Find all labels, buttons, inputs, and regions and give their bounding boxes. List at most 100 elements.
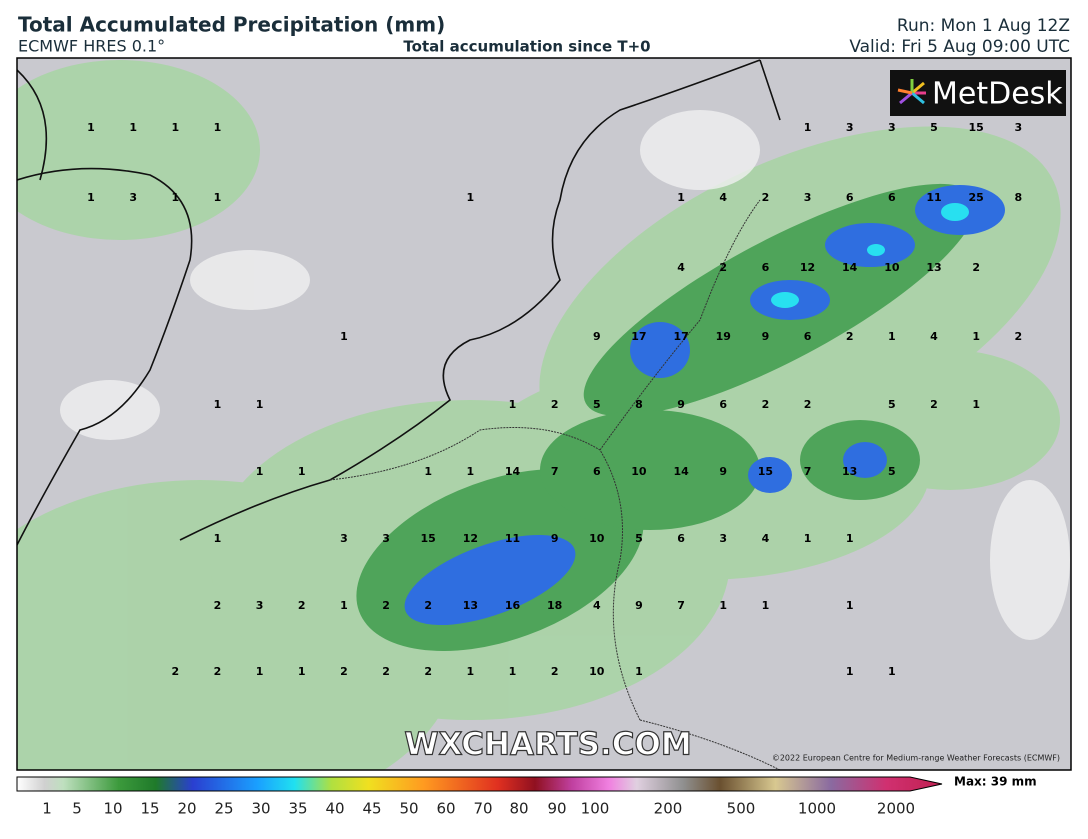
map-label: 19 [716, 330, 731, 343]
map-label: 12 [800, 261, 815, 274]
map-frame [16, 57, 1072, 771]
map-label: 1 [762, 599, 770, 612]
map-label: 7 [677, 599, 685, 612]
map-label: 1 [846, 532, 854, 545]
map-label: 1 [340, 599, 348, 612]
colorbar [16, 776, 943, 792]
map-label: 18 [547, 599, 562, 612]
colorbar-tick-label: 35 [288, 800, 307, 818]
map-label: 3 [382, 532, 390, 545]
map-label: 1 [804, 532, 812, 545]
map-label: 2 [551, 398, 559, 411]
colorbar-tick-label: 15 [140, 800, 159, 818]
map-label: 1 [467, 191, 475, 204]
map-label: 9 [677, 398, 685, 411]
map-label: 7 [551, 465, 559, 478]
colorbar-ticks: 1 5 10 15 20 25 30 35 40 45 50 60 70 80 90 100 200 500 100… [42, 800, 915, 818]
colorbar-tick-label: 30 [251, 800, 270, 818]
map-label: 8 [1014, 191, 1022, 204]
colorbar-tick-label: 1 [42, 800, 52, 818]
map-label: 4 [762, 532, 770, 545]
map [17, 58, 1071, 770]
map-label: 3 [129, 191, 137, 204]
colorbar-tick-label: 25 [214, 800, 233, 818]
colorbar-tick-label: 20 [177, 800, 196, 818]
map-label: 2 [762, 398, 770, 411]
colorbar-tick-label: 70 [473, 800, 492, 818]
map-label: 5 [593, 398, 601, 411]
map-label: 1 [87, 121, 95, 134]
map-label: 10 [884, 261, 900, 274]
map-label: 3 [888, 121, 896, 134]
subtitle: Total accumulation since T+0 [403, 38, 650, 56]
colorbar-tick-label: 100 [581, 800, 610, 818]
copyright: ©2022 European Centre for Medium-range W… [772, 754, 1060, 763]
colorbar-tick-label: 45 [362, 800, 381, 818]
map-label: 10 [589, 532, 605, 545]
map-label: 2 [382, 665, 390, 678]
map-label: 3 [1014, 121, 1022, 134]
watermark: WXCHARTS.COM [404, 727, 691, 763]
map-label: 9 [719, 465, 727, 478]
map-label: 1 [171, 191, 179, 204]
map-label: 6 [762, 261, 770, 274]
valid: Valid: Fri 5 Aug 09:00 UTC [849, 37, 1070, 57]
colorbar-tick-label: 1000 [798, 800, 836, 818]
logo-mark [897, 79, 926, 105]
map-label: 2 [382, 599, 390, 612]
map-label: 25 [968, 191, 983, 204]
max-label: Max: 39 mm [954, 775, 1037, 789]
colorbar-tick-label: 500 [727, 800, 756, 818]
map-label: 6 [888, 191, 896, 204]
map-label: 11 [926, 191, 941, 204]
map-label: 17 [631, 330, 646, 343]
map-label: 2 [340, 665, 348, 678]
colorbar-tick-label: 5 [72, 800, 82, 818]
map-label: 1 [256, 398, 264, 411]
map-label: 2 [214, 599, 222, 612]
map-label: 2 [424, 599, 432, 612]
model: ECMWF HRES 0.1° [18, 37, 165, 56]
map-label: 1 [256, 465, 264, 478]
map-label: 13 [926, 261, 941, 274]
map-label: 1 [719, 599, 727, 612]
map-label: 1 [677, 191, 685, 204]
map-label: 1 [972, 398, 980, 411]
map-label: 1 [129, 121, 137, 134]
map-label: 1 [972, 330, 980, 343]
map-label: 1 [804, 121, 812, 134]
map-label: 2 [424, 665, 432, 678]
map-label: 15 [758, 465, 773, 478]
map-label: 1 [467, 665, 475, 678]
map-label: 7 [804, 465, 812, 478]
run: Run: Mon 1 Aug 12Z [897, 16, 1070, 36]
map-label: 2 [972, 261, 980, 274]
map-label: 6 [846, 191, 854, 204]
colorbar-tick-label: 2000 [877, 800, 915, 818]
map-label: 4 [930, 330, 938, 343]
map-label: 2 [804, 398, 812, 411]
map-label: 3 [340, 532, 348, 545]
map-label: 5 [930, 121, 938, 134]
map-label: 2 [719, 261, 727, 274]
map-label: 1 [509, 398, 517, 411]
colorbar-tick-label: 90 [547, 800, 566, 818]
colorbar-tick-label: 50 [399, 800, 418, 818]
map-label: 9 [593, 330, 601, 343]
map-label: 1 [509, 665, 517, 678]
map-label: 1 [635, 665, 643, 678]
map-label: 9 [762, 330, 770, 343]
map-label: 12 [463, 532, 478, 545]
map-label: 1 [846, 665, 854, 678]
map-labels: 1 1 1 1 1 3 3 5 15 31 3 1 1 1 1 4 2 3 6 6 11 25 84 2 6 12 14 10 13 21… [87, 121, 1022, 678]
map-label: 13 [842, 465, 857, 478]
map-label: 2 [762, 191, 770, 204]
map-label: 2 [930, 398, 938, 411]
map-label: 4 [719, 191, 727, 204]
map-label: 4 [677, 261, 685, 274]
map-label: 1 [214, 121, 222, 134]
colorbar-tick-label: 10 [103, 800, 122, 818]
map-label: 2 [298, 599, 306, 612]
map-label: 4 [593, 599, 601, 612]
map-label: 1 [256, 665, 264, 678]
